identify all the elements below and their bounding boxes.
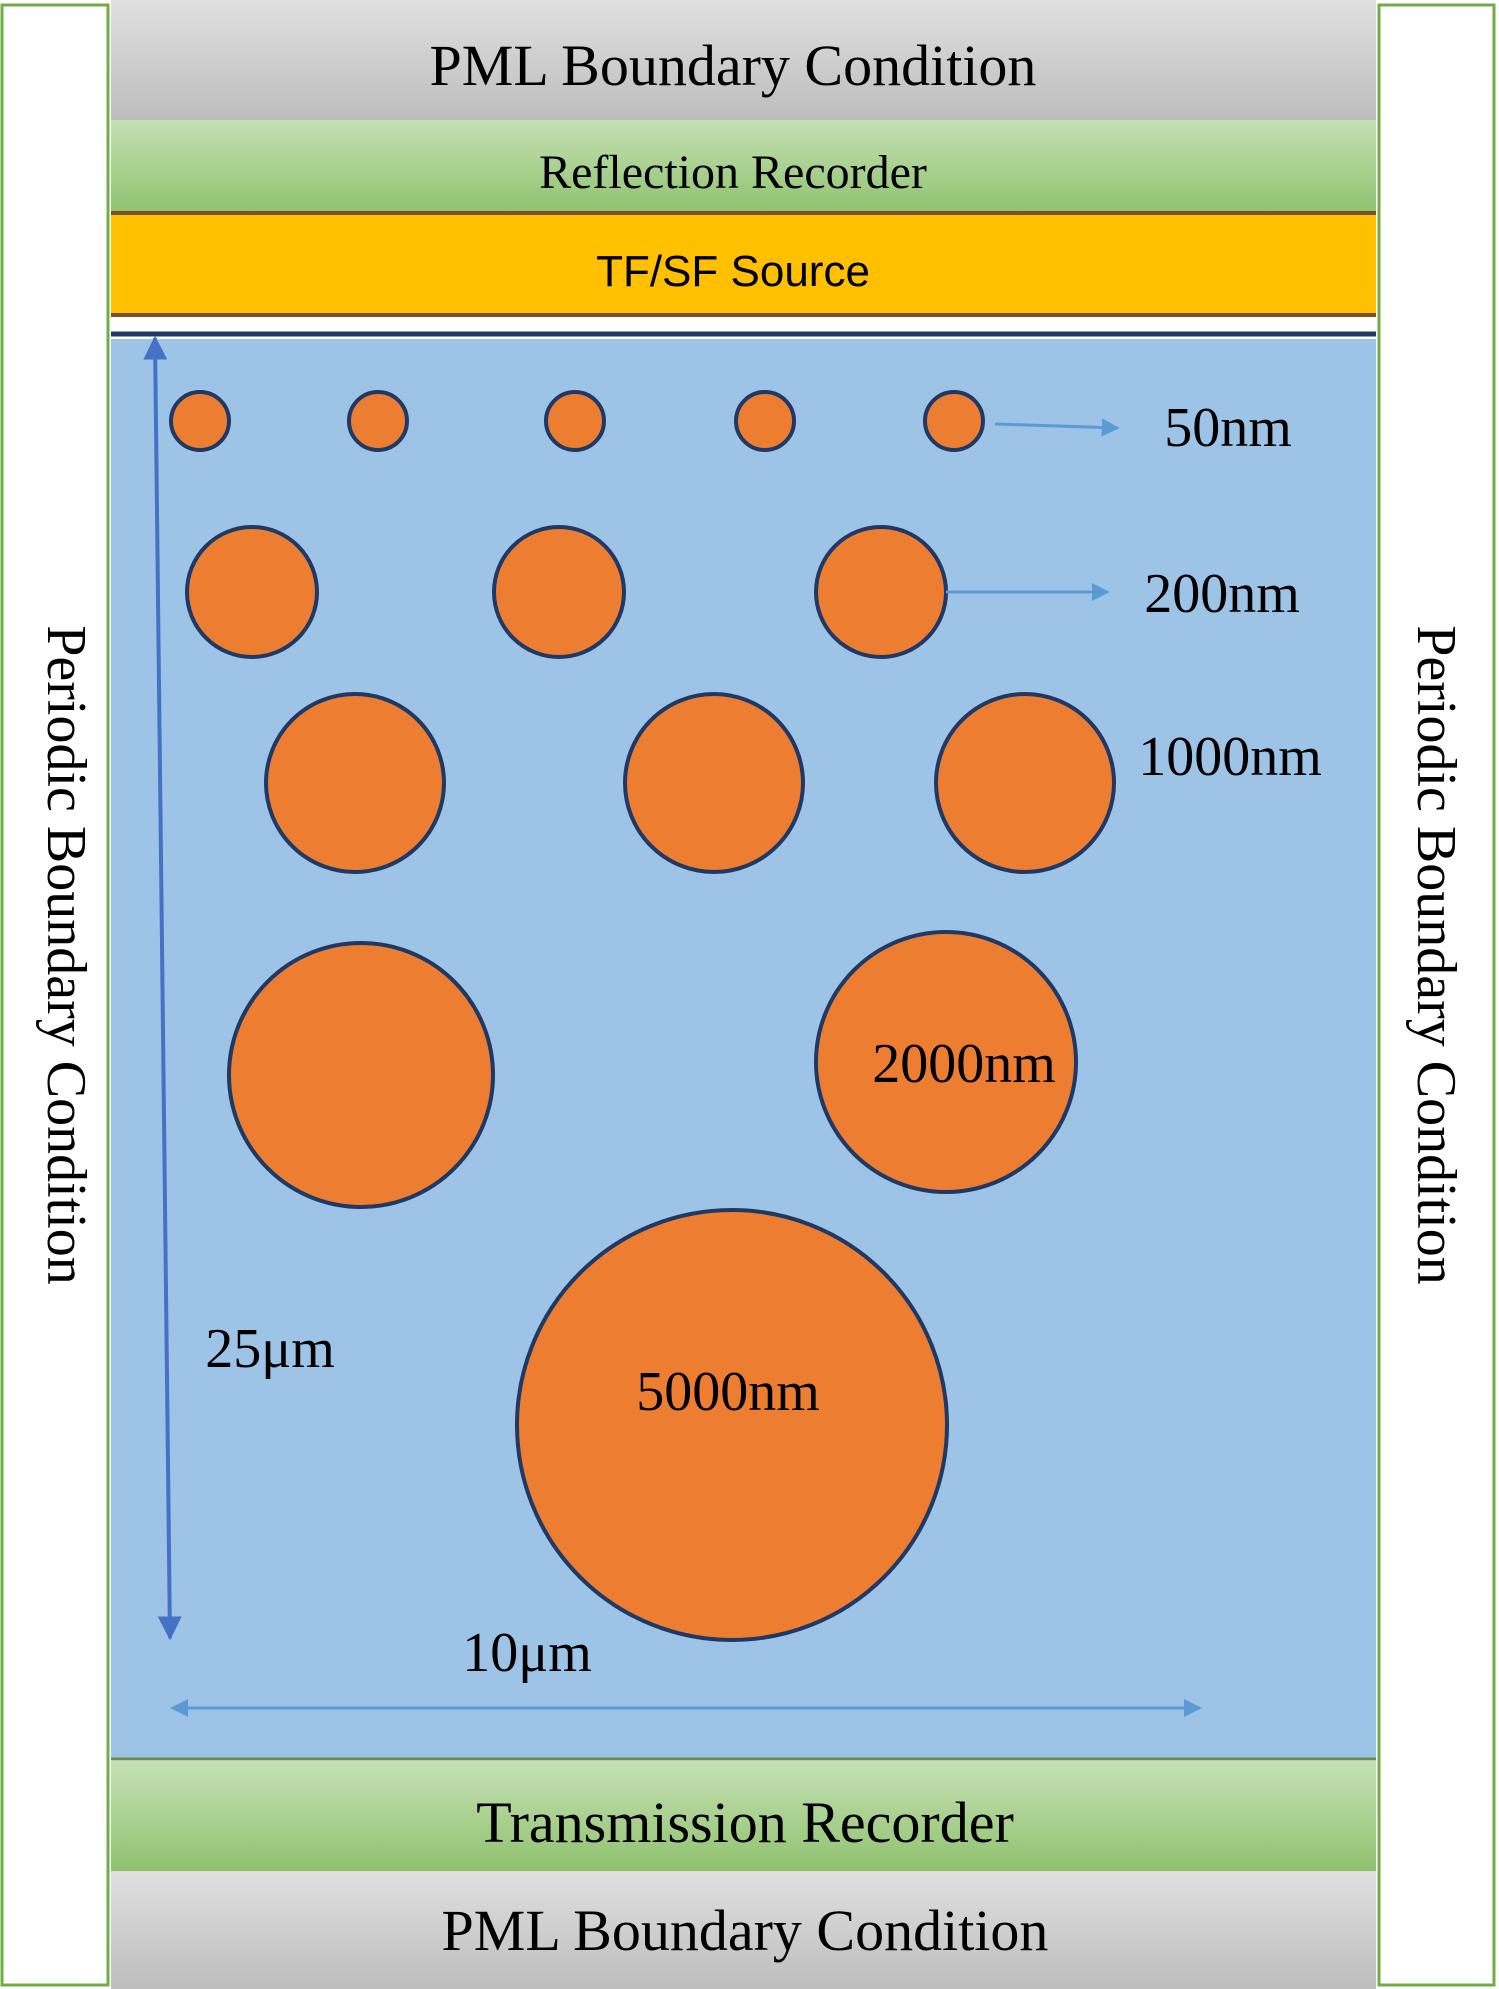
particle-50nm xyxy=(734,390,796,452)
right-periodic-boundary: Periodic Boundary Condition xyxy=(1377,3,1496,1987)
reflection-recorder-band: Reflection Recorder xyxy=(111,120,1376,215)
source-label: TF/SF Source xyxy=(596,247,870,296)
particle-size-200nm: 200nm xyxy=(1144,563,1300,625)
source-band: TF/SF Source xyxy=(111,215,1376,317)
left-periodic-boundary: Periodic Boundary Condition xyxy=(0,3,110,1987)
pml-bottom-label: PML Boundary Condition xyxy=(442,1898,1049,1963)
transmission-recorder-band: Transmission Recorder xyxy=(111,1757,1376,1871)
particle-row-200nm xyxy=(185,525,948,659)
pml-top-label: PML Boundary Condition xyxy=(430,33,1037,98)
particle-200nm xyxy=(492,525,626,659)
particle-2000nm xyxy=(814,930,1078,1194)
particle-2000nm xyxy=(227,941,495,1209)
particle-1000nm xyxy=(264,692,446,874)
particle-size-5000nm: 5000nm xyxy=(636,1361,820,1423)
particle-50nm xyxy=(169,390,231,452)
particle-size-50nm: 50nm xyxy=(1164,397,1292,459)
height-dimension-arrow xyxy=(143,335,182,1641)
width-dimension-label: 10μm xyxy=(462,1622,592,1684)
particle-50nm xyxy=(347,390,409,452)
left-periodic-label: Periodic Boundary Condition xyxy=(35,625,97,1285)
particle-200nm xyxy=(814,525,948,659)
particle-1000nm xyxy=(934,692,1116,874)
particle-50nm xyxy=(923,390,985,452)
particle-1000nm xyxy=(623,692,805,874)
label-arrow-50nm xyxy=(994,418,1120,437)
pml-top-band: PML Boundary Condition xyxy=(111,0,1376,120)
particle-200nm xyxy=(185,525,319,659)
pml-bottom-band: PML Boundary Condition xyxy=(111,1871,1376,1989)
particle-size-1000nm: 1000nm xyxy=(1138,726,1322,788)
particle-size-2000nm: 2000nm xyxy=(872,1033,1056,1095)
particle-row-1000nm xyxy=(264,692,1116,874)
transmission-recorder-label: Transmission Recorder xyxy=(476,1790,1014,1855)
particle-5000nm xyxy=(515,1208,949,1642)
particle-50nm xyxy=(544,390,606,452)
particle-row-2000nm xyxy=(227,930,1078,1209)
particle-row-50nm xyxy=(169,390,985,452)
right-periodic-label: Periodic Boundary Condition xyxy=(1405,625,1467,1285)
height-dimension-label: 25μm xyxy=(205,1318,335,1380)
reflection-recorder-label: Reflection Recorder xyxy=(539,146,927,199)
